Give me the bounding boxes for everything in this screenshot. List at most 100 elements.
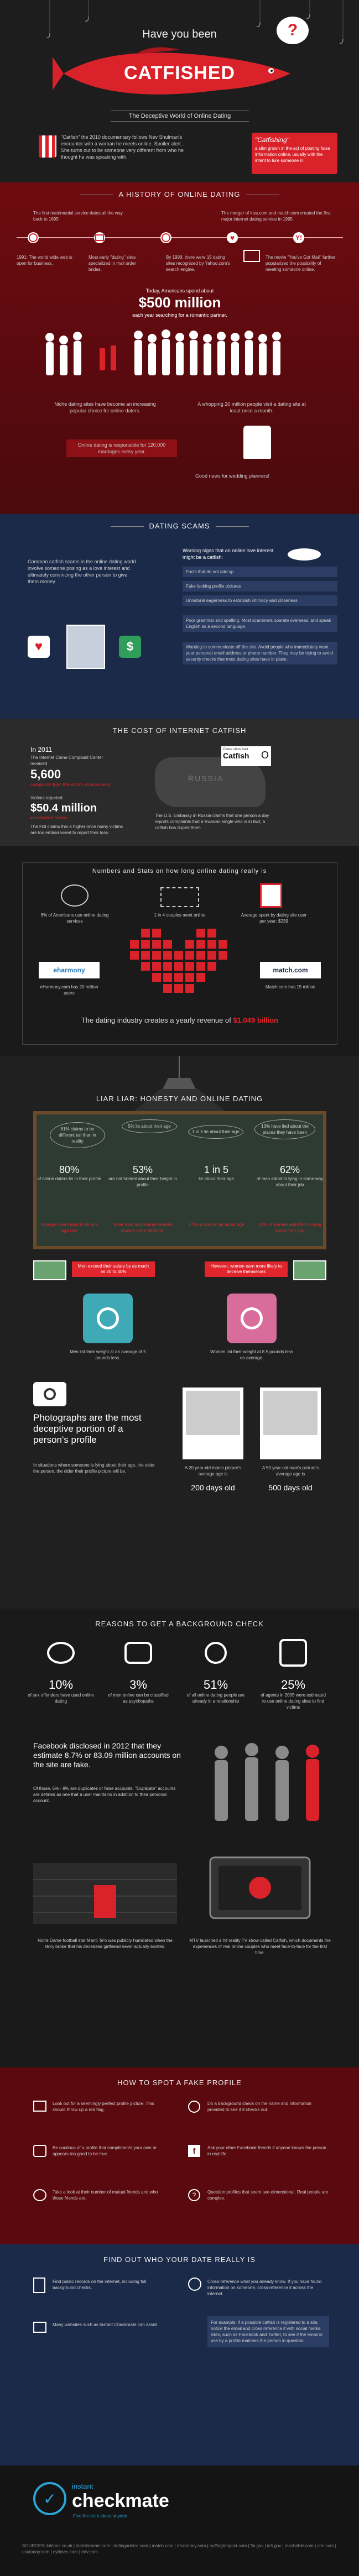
spot-tip-1: Look out for a seemingly perfect profile… [53,2101,154,2112]
cost-year: In 2011 [30,746,53,753]
match-text: Match.com has 15 million [265,985,316,989]
website-icon [33,2322,46,2333]
magnifier-icon [188,2101,200,2113]
findout-tip-2: Cross-reference what you already know. I… [207,2279,322,2296]
footer-sources: SOURCES: ibtimes.co.uk | statisticbrain.… [22,2543,336,2554]
history-title: A History of Online Dating [0,190,359,198]
document-icon [33,2277,45,2293]
badge-line1: Check show host [223,748,248,751]
scams-intro: Common catfish scams in the online datin… [28,559,136,584]
crosscheck-icon [188,2277,201,2291]
question-icon: ? [188,2189,200,2201]
camera-lens-icon [44,1388,56,1400]
fish-icon [288,548,321,561]
history-item-4: Most early "dating" sites specialized in… [89,255,136,272]
heart-icon: ♥ [230,233,235,242]
male-scale-icon [83,1294,133,1343]
spend-sub: each year searching for a romantic partn… [132,312,227,318]
timeline-line [17,232,343,243]
cost-title: The Cost of Internet Catfish [112,726,247,735]
ring-icon [29,233,38,242]
spot-title: How to Spot a Fake Profile [117,2078,242,2087]
stat-usage: 6% of Americans use online dating servic… [40,913,109,924]
photo-50-image [263,1391,318,1435]
checkmate-logo-icon: ✓ [33,2482,66,2515]
liar-sub-4: 22% of women admitted to lying about the… [258,1222,321,1233]
wedding-text: Good news for wedding planners! [195,473,270,479]
women-weight-text: Women list their weight at 8.5 pounds le… [210,1349,293,1360]
spot-section: How to Spot a Fake Profile Look out for … [0,2067,359,2244]
liar-stat-2-big: 53% [132,1164,153,1175]
numbers-section: Numbers and Stats on how long online dat… [0,846,359,1056]
header-section: Have you been CATFISHED ? The Deceptive … [0,0,359,182]
spot-tip-5: Take a look at their number of mutual fr… [53,2190,158,2201]
losses-label: Victims reported [30,795,63,800]
eharmony-name: eharmony [53,966,85,974]
warning-sign-2: Fake looking profile pictures [183,581,337,591]
numbers-frame [22,862,337,1045]
marriage-text: Online dating is responsible for 120,000… [66,439,177,457]
liar-sub-1: Younger users tend to lie at a high rate [40,1222,98,1233]
revenue-label: The dating industry creates a yearly rev… [81,1016,231,1024]
couples-icon [160,887,199,907]
history-item-6: The movie "You've Got Mail" further popu… [266,255,336,272]
russia-text: The U.S. Embassy in Russia claims that o… [155,813,269,830]
numbers-title: Numbers and Stats on how long online dat… [92,868,267,875]
yahoo-icon: Y! [295,234,302,242]
warning-title: Warning signs that an online love intere… [183,548,274,560]
liar-stat-1-big: 80% [59,1164,80,1175]
header-title: CATFISHED [123,62,236,83]
bg-stat-4-text: of agents in 2005 were estimated to use … [261,1693,326,1710]
spend-label: Today, Americans spend about [145,288,214,294]
camera-icon [33,1382,66,1406]
cake-icon [243,426,271,459]
stat-couples: 1 in 4 couples meet online [154,913,206,918]
photo-title: Photographs are the most deceptive porti… [33,1412,142,1445]
gift-icon [260,883,282,908]
photo-20-image [186,1391,240,1435]
revenue-value: $1.049 billion [233,1016,279,1024]
liar-stat-3: 1 in 5 lie about their age [180,1164,252,1182]
warning-sign-3: Unnatural eagerness to establish intimac… [183,595,337,606]
men-weight-text: Men list their weight at an average of 5… [70,1349,146,1360]
logo-tagline: Find the truth about anyone [73,2514,127,2519]
history-item-5: By 1998, there were 15 dating sites reco… [166,255,230,272]
users-text: A whopping 20 million people visit a dat… [197,401,306,413]
silhouette-group-graphic [215,1743,319,1821]
fishing-lines-graphic [46,0,344,44]
history-section: A History of Online Dating ♥ Y! The firs… [0,182,359,514]
liar-stat-1-text: of online daters lie in their profile [37,1176,101,1181]
dollar-icon: $ [119,636,141,658]
warning-sign-5: Wanting to communicate off the site. Avo… [183,642,337,664]
liar-sub-3: 17% of women lie about age [188,1222,244,1227]
liar-sub-2: Taller men and shorter women receive mor… [113,1222,173,1233]
speech-bubble-icon: ? [277,17,309,44]
crowd-graphic [45,329,281,375]
men-salary-pill: Men exceed their salary by as much as 20… [72,1261,155,1277]
liar-stats-row: 80% of online daters lie in their profil… [33,1164,326,1213]
findout-tip-3: Many websites such as Instant Checkmate … [53,2322,158,2327]
header-subtitle: The Deceptive World of Online Dating [111,111,249,122]
eharmony-text: eHarmony.com has 20 million users [40,985,98,996]
bubble-3: 1 in 5 lie about their age [188,1125,243,1139]
age50-label: A 50 year-old man's picture's average ag… [262,1465,319,1477]
popcorn-icon [39,135,56,158]
bubble-4: 13% have lied about the places they have… [254,1119,315,1139]
complaints-sub: complaints from the victims of scammers [30,782,111,787]
notre-text: Notre Dame football star Manti Te'o was … [38,1938,173,1949]
footer-section: ✓ instant checkmate Find the truth about… [0,2465,359,2576]
liar-stat-4-text: of men admit to lying in some way about … [256,1176,324,1187]
mtv-text: MTV launched a hit reality TV show calle… [189,1938,331,1955]
findout-tip-1: Find public records on the internet, inc… [53,2279,147,2290]
spot-tip-3: Be cautious of a profile that compliment… [53,2145,157,2156]
liar-section: Liar Liar: Honesty and Online Dating 81%… [0,1056,359,1609]
cash-icon [33,1260,66,1280]
facebook-icon: f [188,2145,200,2157]
photo-frame-20 [183,1388,243,1459]
women-salary-pill: However, women earn more likely to decei… [205,1261,288,1277]
laptop-icon [243,250,260,262]
losses-sub: in collective losses. [30,815,69,820]
background-section: Reasons to Get a Background Check 10% of… [0,1609,359,2067]
masks-icon [124,1642,152,1664]
catfish-badge: Check show host Catfish O [221,746,271,766]
